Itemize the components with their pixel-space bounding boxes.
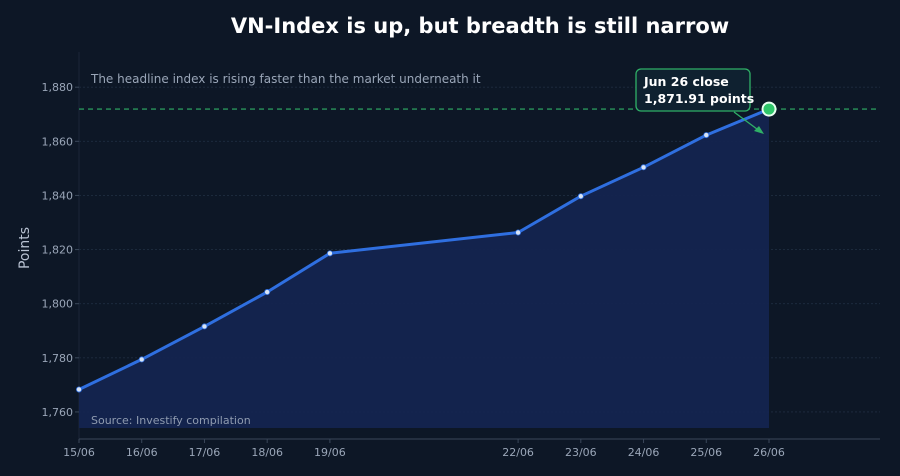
data-point — [326, 250, 333, 257]
data-point — [76, 386, 83, 393]
x-tick-label: 18/06 — [251, 446, 283, 459]
y-ticks: 1,760 1,780 1,800 1,820 1,840 1,860 1,880 — [42, 81, 79, 419]
chart-subtitle: The headline index is rising faster than… — [90, 72, 481, 86]
annotation-arrowhead — [754, 126, 764, 134]
x-tick-label: 19/06 — [314, 446, 346, 459]
x-tick-label: 17/06 — [189, 446, 221, 459]
highlight-point — [761, 101, 777, 117]
data-point — [264, 289, 271, 296]
x-tick-label: 23/06 — [565, 446, 597, 459]
y-tick-label: 1,880 — [42, 81, 74, 94]
x-ticks: 15/06 16/06 17/06 18/06 19/06 22/06 23/06 24/06… — [63, 439, 785, 459]
x-tick-label: 26/06 — [753, 446, 785, 459]
annotation-line1: Jun 26 close — [643, 74, 729, 89]
data-point — [515, 229, 522, 236]
x-tick-label: 15/06 — [63, 446, 95, 459]
data-points — [76, 101, 777, 393]
y-tick-label: 1,860 — [42, 135, 74, 148]
annotation-line2: 1,871.91 points — [644, 91, 754, 106]
x-tick-label: 24/06 — [628, 446, 660, 459]
x-tick-label: 25/06 — [690, 446, 722, 459]
y-tick-label: 1,800 — [42, 298, 74, 311]
y-tick-label: 1,780 — [42, 352, 74, 365]
annotation-callout: Jun 26 close 1,871.91 points — [635, 68, 764, 134]
x-tick-label: 22/06 — [502, 446, 534, 459]
series-line — [78, 107, 770, 391]
y-tick-label: 1,760 — [42, 406, 74, 419]
x-tick-label: 16/06 — [126, 446, 158, 459]
data-point — [703, 132, 710, 139]
annotation-box — [635, 68, 751, 112]
data-point — [577, 193, 584, 200]
chart-title: VN-Index is up, but breadth is still nar… — [231, 14, 729, 38]
chart-source: Source: Investify compilation — [91, 414, 251, 427]
data-point — [201, 323, 208, 330]
y-tick-label: 1,840 — [42, 189, 74, 202]
data-point — [138, 356, 145, 363]
y-axis-label: Points — [17, 227, 33, 269]
area-fill — [79, 109, 769, 428]
y-tick-label: 1,820 — [42, 244, 74, 257]
data-point — [640, 164, 647, 171]
